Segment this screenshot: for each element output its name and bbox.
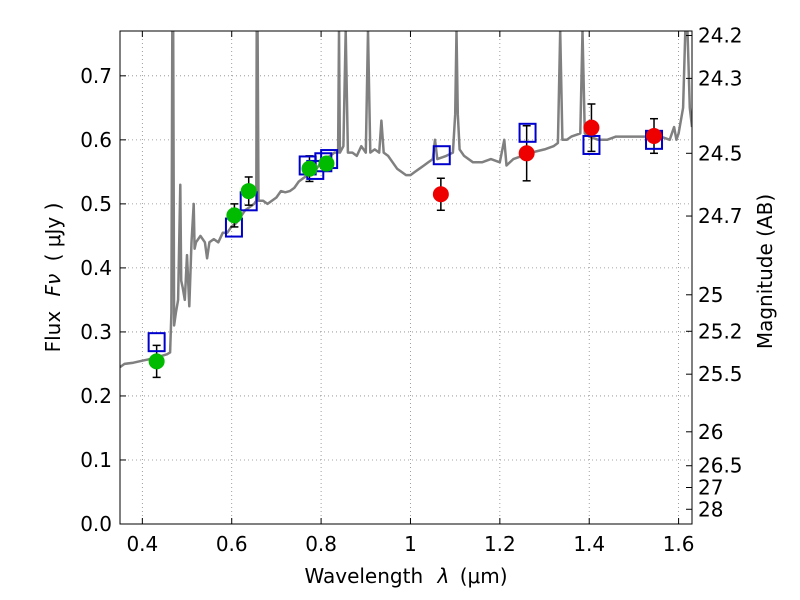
x-axis-title-symbol: λ bbox=[437, 564, 450, 588]
y-tick-label: 0.6 bbox=[80, 128, 112, 152]
model-photometry-square bbox=[147, 332, 166, 353]
observed-optical-point bbox=[301, 160, 318, 177]
x-tick-label: 0.6 bbox=[216, 532, 248, 556]
y-tick-label: 0.3 bbox=[80, 320, 112, 344]
y-tick-label: 0.7 bbox=[80, 64, 112, 88]
model-photometry-markers bbox=[147, 122, 664, 353]
plot-frame bbox=[119, 30, 693, 525]
y2-tick-label: 25 bbox=[698, 283, 723, 307]
grid bbox=[120, 31, 692, 525]
y2-tick-label: 28 bbox=[698, 497, 723, 521]
model-photometry-square bbox=[518, 122, 537, 143]
right-axis-title: Magnitude (AB) bbox=[753, 194, 777, 349]
y2-tick-label: 25.2 bbox=[698, 319, 743, 343]
y2-tick-label: 27 bbox=[698, 476, 723, 500]
observed-nir-point bbox=[432, 186, 449, 203]
axis-ticks: 0.4 0.6 0.8 1 1.2 1.4 1.6 0.0 0.1 0.2 0.3 0.4 0.5 0.6… bbox=[80, 23, 742, 556]
observed-nir-point bbox=[646, 128, 663, 145]
observed-optical-point bbox=[318, 155, 335, 172]
y2-tick-label: 24.3 bbox=[698, 66, 743, 90]
x-axis-title: Wavelength λ (μm) bbox=[304, 564, 507, 588]
y-tick-label: 0.0 bbox=[80, 512, 112, 536]
y-axis-title-symbol: Fν bbox=[41, 274, 65, 297]
x-tick-label: 0.4 bbox=[126, 532, 158, 556]
x-axis-title-unit: (μm) bbox=[460, 564, 508, 588]
error-bars bbox=[152, 103, 659, 379]
y-axis-title: Flux Fν ( μJy ) bbox=[41, 203, 65, 353]
y-axis-title-unit: ( μJy ) bbox=[41, 203, 65, 262]
observed-nir-point bbox=[518, 145, 535, 162]
y2-tick-label: 25.5 bbox=[698, 362, 743, 386]
observed-photometry-markers bbox=[148, 119, 663, 370]
model-spectrum-line bbox=[120, 31, 692, 369]
y2-tick-label: 26 bbox=[698, 420, 723, 444]
y-tick-label: 0.1 bbox=[80, 448, 112, 472]
y2-tick-label: 24.7 bbox=[698, 204, 743, 228]
x-tick-label: 1.6 bbox=[663, 532, 695, 556]
observed-optical-point bbox=[226, 207, 243, 224]
y2-tick-label: 26.5 bbox=[698, 454, 743, 478]
observed-nir-point bbox=[583, 119, 600, 136]
x-tick-label: 1.4 bbox=[573, 532, 605, 556]
y2-tick-label: 24.2 bbox=[698, 23, 743, 47]
x-tick-label: 0.8 bbox=[305, 532, 337, 556]
y-axis-title-text: Flux bbox=[41, 311, 65, 353]
y-tick-label: 0.4 bbox=[80, 256, 112, 280]
y-tick-label: 0.5 bbox=[80, 192, 112, 216]
x-axis-title-text: Wavelength bbox=[304, 564, 423, 588]
observed-optical-point bbox=[240, 183, 257, 200]
x-tick-label: 1 bbox=[404, 532, 417, 556]
model-spectrum bbox=[120, 31, 692, 369]
y2-tick-label: 24.5 bbox=[698, 141, 743, 165]
observed-optical-point bbox=[148, 353, 165, 370]
y-tick-label: 0.2 bbox=[80, 384, 112, 408]
model-photometry-square bbox=[582, 134, 601, 155]
x-tick-label: 1.2 bbox=[484, 532, 516, 556]
model-photometry-square bbox=[432, 145, 451, 166]
